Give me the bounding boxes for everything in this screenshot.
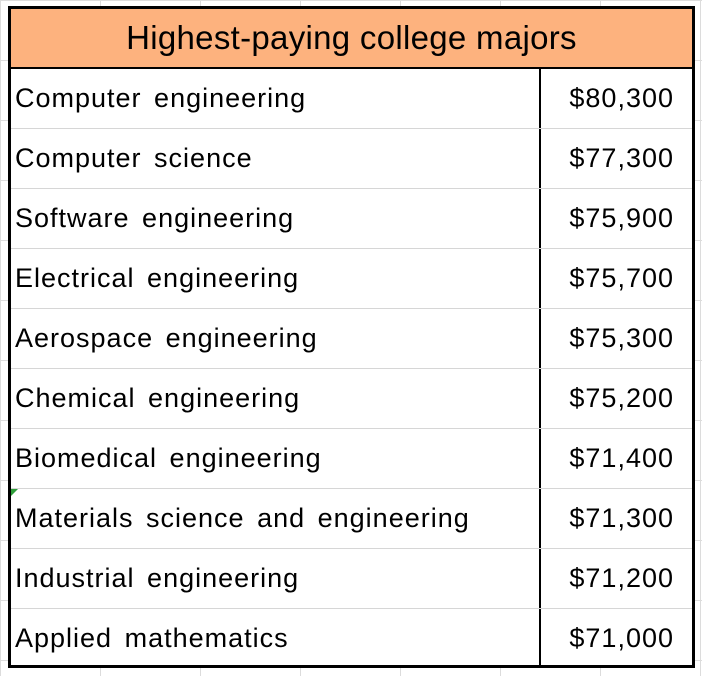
table-row: Applied mathematics $71,000 <box>11 609 692 668</box>
table-body: Computer engineering $80,300 Computer sc… <box>11 69 692 668</box>
major-cell[interactable]: Applied mathematics <box>15 623 289 653</box>
salary-cell[interactable]: $75,900 <box>539 189 692 248</box>
table-row: Materials science and engineering $71,30… <box>11 489 692 549</box>
table-row: Computer science $77,300 <box>11 129 692 189</box>
major-cell[interactable]: Industrial engineering <box>15 563 300 593</box>
major-cell[interactable]: Electrical engineering <box>15 263 300 293</box>
table-row: Chemical engineering $75,200 <box>11 369 692 429</box>
table-row: Aerospace engineering $75,300 <box>11 309 692 369</box>
salary-cell[interactable]: $71,400 <box>539 429 692 488</box>
table-row: Electrical engineering $75,700 <box>11 249 692 309</box>
table-row: Software engineering $75,900 <box>11 189 692 249</box>
table-row: Industrial engineering $71,200 <box>11 549 692 609</box>
major-cell[interactable]: Computer engineering <box>15 83 307 113</box>
table-row: Biomedical engineering $71,400 <box>11 429 692 489</box>
salary-cell[interactable]: $71,200 <box>539 549 692 608</box>
salary-cell[interactable]: $77,300 <box>539 129 692 188</box>
major-cell[interactable]: Computer science <box>15 143 253 173</box>
salary-table: Highest-paying college majors Computer e… <box>8 6 695 668</box>
salary-cell[interactable]: $75,200 <box>539 369 692 428</box>
salary-cell[interactable]: $71,300 <box>539 489 692 548</box>
table-row: Computer engineering $80,300 <box>11 69 692 129</box>
table-title-cell[interactable]: Highest-paying college majors <box>11 9 692 69</box>
major-cell[interactable]: Biomedical engineering <box>15 443 322 473</box>
table-title: Highest-paying college majors <box>126 19 577 56</box>
salary-cell[interactable]: $80,300 <box>539 69 692 128</box>
salary-cell[interactable]: $71,000 <box>539 609 692 668</box>
major-cell[interactable]: Chemical engineering <box>15 383 301 413</box>
major-cell[interactable]: Aerospace engineering <box>15 323 318 353</box>
major-cell[interactable]: Materials science and engineering <box>15 503 470 533</box>
major-cell[interactable]: Software engineering <box>15 203 295 233</box>
salary-cell[interactable]: $75,300 <box>539 309 692 368</box>
comment-indicator-icon[interactable] <box>11 489 18 496</box>
salary-cell[interactable]: $75,700 <box>539 249 692 308</box>
